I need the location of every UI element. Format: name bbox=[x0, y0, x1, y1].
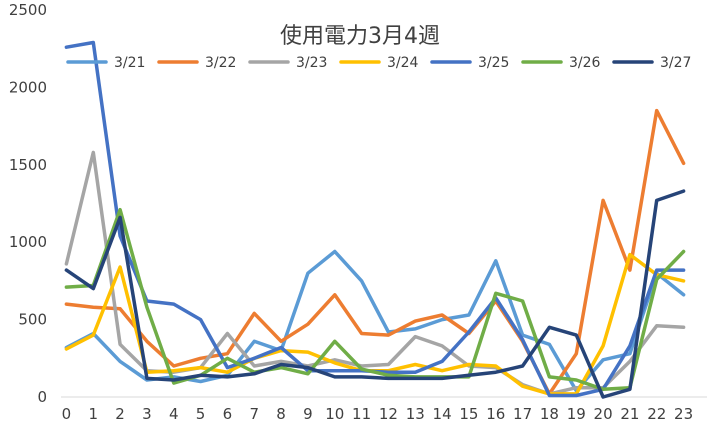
x-tick-label: 15 bbox=[459, 405, 478, 423]
x-tick-label: 3 bbox=[142, 405, 152, 423]
legend: 3/21 3/22 3/23 3/24 3/25 3/26 3/27 bbox=[66, 55, 691, 71]
x-tick-label: 8 bbox=[276, 405, 286, 423]
x-tick-label: 11 bbox=[352, 405, 371, 423]
chart-title: 使用電力3月4週 bbox=[280, 24, 440, 49]
legend-label: 3/22 bbox=[205, 55, 236, 71]
x-tick-label: 18 bbox=[540, 405, 559, 423]
x-axis: 0 1 2 3 4 5 6 7 8 9 10 11 12 13 14 15 16 17 18 19 20 21 22 23 bbox=[61, 396, 707, 423]
y-tick-label: 1500 bbox=[9, 156, 47, 174]
y-tick-label: 1000 bbox=[9, 233, 47, 251]
x-tick-label: 14 bbox=[433, 405, 452, 423]
x-tick-label: 23 bbox=[674, 405, 693, 423]
legend-label: 3/24 bbox=[387, 55, 419, 71]
x-tick-label: 19 bbox=[567, 405, 586, 423]
legend-label: 3/21 bbox=[114, 55, 145, 71]
series-line-2 bbox=[64, 108, 686, 396]
x-tick-label: 20 bbox=[594, 405, 613, 423]
x-tick-label: 21 bbox=[620, 405, 639, 423]
x-tick-label: 2 bbox=[115, 405, 125, 423]
y-tick-label: 500 bbox=[18, 311, 47, 329]
x-tick-label: 13 bbox=[406, 405, 425, 423]
legend-label: 3/23 bbox=[296, 55, 327, 71]
series-line-7 bbox=[64, 189, 686, 399]
x-tick-label: 22 bbox=[647, 405, 666, 423]
x-tick-label: 6 bbox=[223, 405, 233, 423]
x-tick-label: 16 bbox=[486, 405, 505, 423]
x-tick-label: 1 bbox=[88, 405, 98, 423]
series-line-6 bbox=[64, 207, 686, 392]
series-lines bbox=[64, 40, 686, 399]
x-tick-label: 4 bbox=[169, 405, 179, 423]
y-axis: 0 500 1000 1500 2000 2500 bbox=[9, 1, 47, 406]
x-tick-label: 5 bbox=[196, 405, 206, 423]
y-tick-label: 2000 bbox=[9, 78, 47, 96]
x-tick-label: 12 bbox=[379, 405, 398, 423]
y-tick-label: 0 bbox=[37, 388, 47, 406]
x-tick-label: 17 bbox=[513, 405, 532, 423]
x-tick-label: 9 bbox=[303, 405, 313, 423]
legend-label: 3/27 bbox=[660, 55, 691, 71]
x-tick-label: 0 bbox=[62, 405, 72, 423]
legend-label: 3/25 bbox=[478, 55, 509, 71]
legend-label: 3/26 bbox=[569, 55, 601, 71]
x-tick-label: 7 bbox=[249, 405, 259, 423]
x-tick-label: 10 bbox=[325, 405, 344, 423]
y-tick-label: 2500 bbox=[9, 1, 47, 19]
